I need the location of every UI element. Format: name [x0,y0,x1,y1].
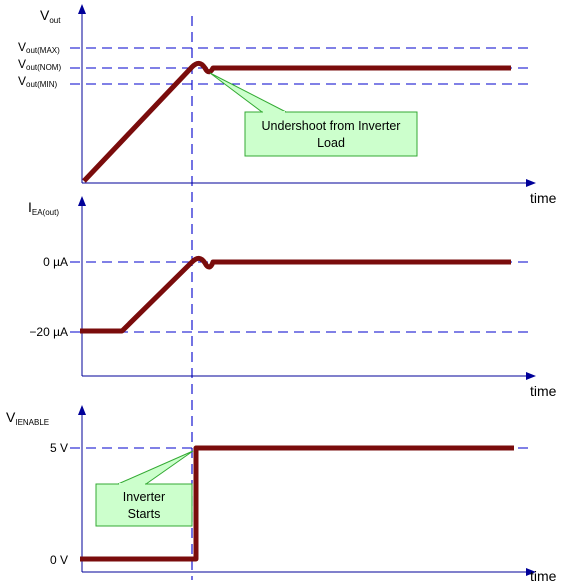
undershoot-callout: Undershoot from Inverter Load [209,72,418,157]
iea-axis-title: IEA(out) [28,199,59,217]
vout-max-label: Vout(MAX) [18,40,60,55]
iea-neg20-label: −20 µA [29,325,68,339]
inverter-starts-callout: Inverter Starts [95,450,194,527]
vout-axis-title: Vout [40,7,61,25]
vout-nom-label: Vout(NOM) [18,57,61,72]
iea-time-label: time [530,383,557,399]
vout-panel: Vout Vout(MAX) Vout(NOM) Vout(MIN) time [18,4,557,206]
vout-x-axis-arrow [526,179,536,187]
inverter-starts-line2: Starts [128,507,161,521]
venable-panel: VIENABLE 5 V 0 V time [6,405,557,584]
undershoot-box [244,111,418,157]
venable-waveform [80,445,514,562]
undershoot-pointer [209,72,287,113]
vout-min-label: Vout(MIN) [18,74,57,89]
iea-waveform [80,255,511,334]
iea-zero-label: 0 µA [43,255,68,269]
inverter-starts-pointer [117,450,194,485]
vout-y-axis-arrow [78,4,86,14]
venable-5v-label: 5 V [50,441,68,455]
undershoot-text-line2: Load [317,136,345,150]
venable-0v-label: 0 V [50,553,68,567]
venable-time-label: time [530,568,557,584]
venable-axis-title: VIENABLE [6,409,49,427]
venable-x-axis-arrow [526,568,536,576]
inverter-starts-line1: Inverter [123,490,165,504]
iea-y-axis-arrow [78,196,86,206]
vout-waveform [82,60,511,183]
undershoot-text-line1: Undershoot from Inverter [262,119,401,133]
iea-x-axis-arrow [526,372,536,380]
inverter-starts-box [95,483,193,527]
venable-y-axis-arrow [78,405,86,415]
iea-panel: IEA(out) 0 µA −20 µA time [28,196,557,399]
vout-time-label: time [530,190,557,206]
